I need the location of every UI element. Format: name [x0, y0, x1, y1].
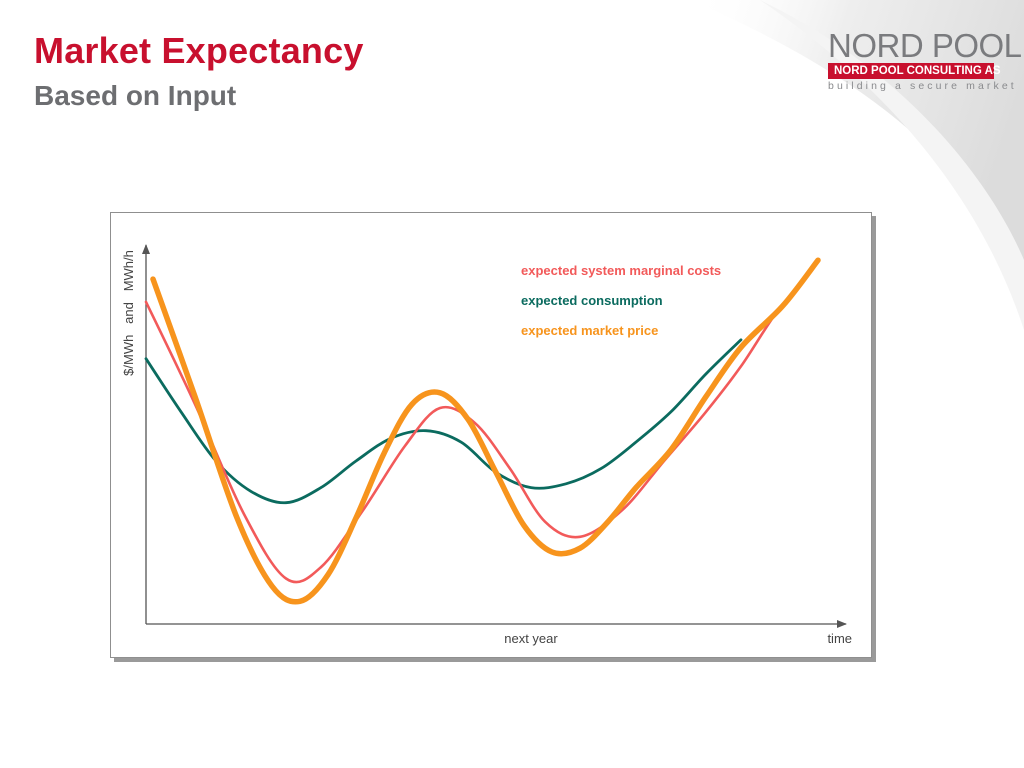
nord-pool-logo: NORD POOL NORD POOL CONSULTING AS buildi… [828, 27, 1022, 92]
series-line-market-price [150, 257, 821, 605]
legend-item-marginal-costs: expected system marginal costs [521, 263, 721, 278]
slide-subtitle: Based on Input [34, 80, 237, 111]
x-axis-label: time [827, 631, 852, 646]
logo-band: NORD POOL CONSULTING AS [828, 63, 1001, 79]
logo-wordmark: NORD POOL [828, 27, 1022, 64]
legend-item-market-price: expected market price [521, 323, 658, 338]
x-tick-label-next-year: next year [504, 631, 558, 646]
legend-item-consumption: expected consumption [521, 293, 663, 308]
market-expectancy-chart: $/MWh and MWh/h time next year expected … [121, 244, 852, 646]
slide-title: Market Expectancy [34, 30, 364, 71]
y-axis-label: $/MWh and MWh/h [121, 250, 136, 376]
series-line-consumption [144, 338, 743, 505]
logo-tagline: building a secure market [828, 80, 1017, 92]
series-layer [144, 257, 821, 605]
chart-legend: expected system marginal costs expected … [521, 263, 721, 338]
chart-frame: $/MWh and MWh/h time next year expected … [110, 212, 872, 658]
series-line-marginal-costs [144, 270, 813, 584]
